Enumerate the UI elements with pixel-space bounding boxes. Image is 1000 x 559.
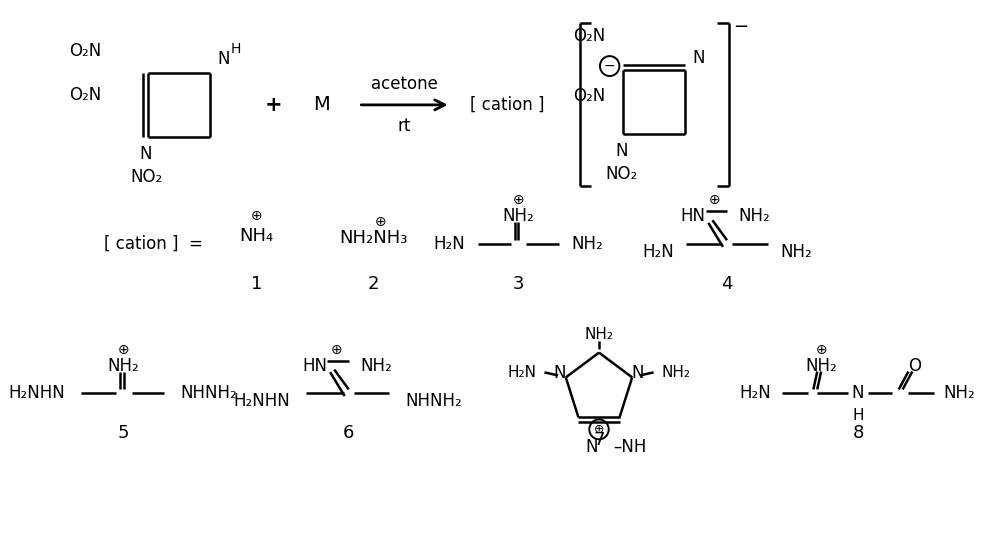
Text: acetone: acetone bbox=[371, 75, 438, 93]
Text: N: N bbox=[615, 141, 628, 160]
Text: NH₂: NH₂ bbox=[572, 235, 604, 253]
Text: 6: 6 bbox=[343, 424, 354, 442]
Text: N: N bbox=[585, 438, 597, 456]
Text: ⊕: ⊕ bbox=[375, 215, 387, 229]
Text: H: H bbox=[852, 408, 864, 423]
Text: NH₂: NH₂ bbox=[585, 327, 614, 342]
Text: rt: rt bbox=[398, 117, 411, 135]
Text: [ cation ]: [ cation ] bbox=[470, 96, 544, 114]
Text: H₂N: H₂N bbox=[642, 243, 674, 261]
Text: NHNH₂: NHNH₂ bbox=[180, 385, 237, 402]
Text: −: − bbox=[733, 18, 748, 36]
Text: H₂NHN: H₂NHN bbox=[9, 385, 66, 402]
Text: NO₂: NO₂ bbox=[130, 168, 162, 186]
Text: H₂N: H₂N bbox=[508, 365, 537, 380]
Text: NO₂: NO₂ bbox=[605, 164, 637, 183]
Text: H₂N: H₂N bbox=[433, 235, 465, 253]
Text: ⊕: ⊕ bbox=[594, 423, 604, 436]
Text: NH₂: NH₂ bbox=[661, 365, 690, 380]
Text: NH₂: NH₂ bbox=[780, 243, 812, 261]
Text: NH₂: NH₂ bbox=[108, 357, 140, 375]
Text: H₂N: H₂N bbox=[739, 385, 771, 402]
Text: ⊕: ⊕ bbox=[709, 193, 720, 207]
Text: NH₄: NH₄ bbox=[240, 227, 274, 245]
Text: 5: 5 bbox=[118, 424, 129, 442]
Text: O₂N: O₂N bbox=[69, 42, 101, 60]
Text: H: H bbox=[231, 42, 241, 56]
Text: [ cation ]  =: [ cation ] = bbox=[104, 235, 203, 253]
Text: 3: 3 bbox=[513, 275, 524, 293]
Text: N: N bbox=[140, 145, 152, 163]
Text: NH₂: NH₂ bbox=[943, 385, 975, 402]
Text: NH₂: NH₂ bbox=[805, 357, 837, 375]
Text: H₂NHN: H₂NHN bbox=[234, 392, 291, 410]
Text: N: N bbox=[632, 364, 644, 382]
Text: M: M bbox=[313, 96, 330, 115]
Text: 2: 2 bbox=[367, 275, 379, 293]
Text: ⊕: ⊕ bbox=[330, 343, 342, 357]
Text: NH₂NH₃: NH₂NH₃ bbox=[339, 229, 407, 247]
Text: −: − bbox=[604, 59, 615, 73]
Text: N: N bbox=[693, 49, 705, 67]
Text: N: N bbox=[852, 385, 864, 402]
Text: NH₂: NH₂ bbox=[739, 207, 770, 225]
Text: O: O bbox=[908, 357, 921, 375]
Text: +: + bbox=[264, 95, 282, 115]
Text: O₂N: O₂N bbox=[574, 27, 606, 45]
Text: 8: 8 bbox=[852, 424, 864, 442]
Text: –NH: –NH bbox=[614, 438, 647, 456]
Text: NHNH₂: NHNH₂ bbox=[405, 392, 462, 410]
Text: ⊕: ⊕ bbox=[815, 343, 827, 357]
Text: 7: 7 bbox=[593, 431, 605, 449]
Text: N: N bbox=[217, 50, 230, 68]
Text: O₂N: O₂N bbox=[69, 86, 101, 104]
Text: ⊕: ⊕ bbox=[251, 209, 262, 223]
Text: ⊕: ⊕ bbox=[118, 343, 130, 357]
Text: 1: 1 bbox=[251, 275, 262, 293]
Text: 4: 4 bbox=[721, 275, 733, 293]
Text: NH₂: NH₂ bbox=[360, 357, 392, 375]
Text: NH₂: NH₂ bbox=[503, 207, 534, 225]
Text: ⊕: ⊕ bbox=[513, 193, 524, 207]
Text: HN: HN bbox=[681, 207, 706, 225]
Text: O₂N: O₂N bbox=[574, 87, 606, 105]
Text: HN: HN bbox=[302, 357, 327, 375]
Text: N: N bbox=[554, 364, 566, 382]
